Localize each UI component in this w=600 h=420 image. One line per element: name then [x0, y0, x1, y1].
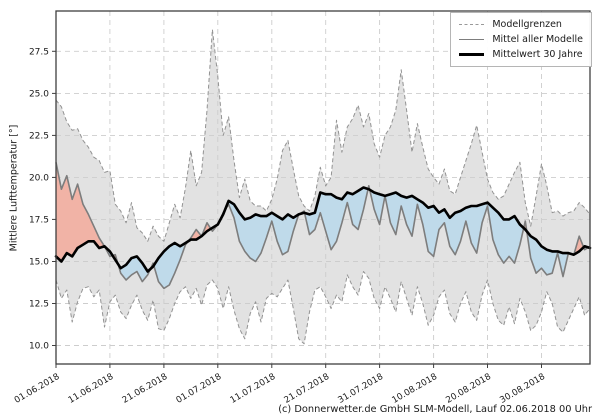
- upper-model-bound-line: [55, 29, 591, 242]
- y-axis-labels: 10.0 12.5 15.0 17.5 20.0 22.5 25.0 27.5: [29, 47, 49, 351]
- x-tick-label: 21.07.2018: [283, 372, 332, 406]
- x-tick-label: 30.08.2018: [498, 372, 547, 406]
- black-line-swatch-icon: [459, 53, 485, 56]
- x-axis-labels: 01.06.2018 11.06.2018 21.06.2018 01.07.2018…: [13, 372, 547, 406]
- y-tick-label: 22.5: [29, 131, 49, 141]
- cool-anomaly-fill: [153, 241, 189, 289]
- x-tick-label: 01.07.2018: [175, 372, 224, 406]
- footer-credit: (c) Donnerwetter.de GmbH SLM-Modell, Lau…: [278, 404, 592, 415]
- y-tick-label: 10.0: [29, 342, 49, 352]
- model-mean-line: [55, 162, 591, 290]
- y-tick-label: 27.5: [29, 47, 49, 57]
- x-tick-label: 31.07.2018: [336, 372, 385, 406]
- legend-item-modellgrenzen: Modellgrenzen: [459, 19, 583, 30]
- x-tick-label: 11.07.2018: [229, 372, 278, 406]
- legend-label: Modellgrenzen: [492, 19, 562, 30]
- x-tick-label: 21.06.2018: [121, 372, 170, 406]
- y-tick-label: 20.0: [29, 173, 49, 183]
- legend-label: Mittel aller Modelle: [492, 34, 583, 45]
- y-axis-label: Mittlere Lufttemperatur [°]: [8, 124, 20, 252]
- climate-mean-line: [54, 186, 592, 273]
- legend-item-mittel-aller-modelle: Mittel aller Modelle: [459, 34, 583, 45]
- y-tick-label: 17.5: [29, 215, 49, 225]
- legend-label: Mittelwert 30 Jahre: [492, 49, 583, 60]
- plot-border: [55, 10, 591, 365]
- gray-line-swatch-icon: [459, 39, 485, 40]
- y-tick-label: 25.0: [29, 89, 49, 99]
- x-tick-label: 10.08.2018: [390, 372, 439, 406]
- cool-anomaly-fill: [225, 200, 299, 262]
- warm-anomaly-fill: [573, 236, 584, 255]
- y-tick-label: 15.0: [29, 258, 49, 268]
- legend-item-mittelwert-30-jahre: Mittelwert 30 Jahre: [459, 49, 583, 60]
- y-tick-label: 12.5: [29, 300, 49, 310]
- axis-ticks: [52, 50, 542, 368]
- lower-model-bound-line: [55, 271, 591, 345]
- legend-box: Modellgrenzen Mittel aller Modelle Mitte…: [450, 12, 592, 67]
- cool-anomaly-fill: [304, 187, 369, 250]
- warm-anomaly-fill: [56, 162, 105, 262]
- x-tick-label: 11.06.2018: [67, 372, 116, 406]
- model-range-band: [56, 29, 590, 344]
- cool-anomaly-fill: [118, 256, 151, 282]
- x-tick-label: 01.06.2018: [13, 372, 62, 406]
- x-tick-label: 20.08.2018: [444, 372, 493, 406]
- dashed-line-swatch-icon: [459, 24, 485, 25]
